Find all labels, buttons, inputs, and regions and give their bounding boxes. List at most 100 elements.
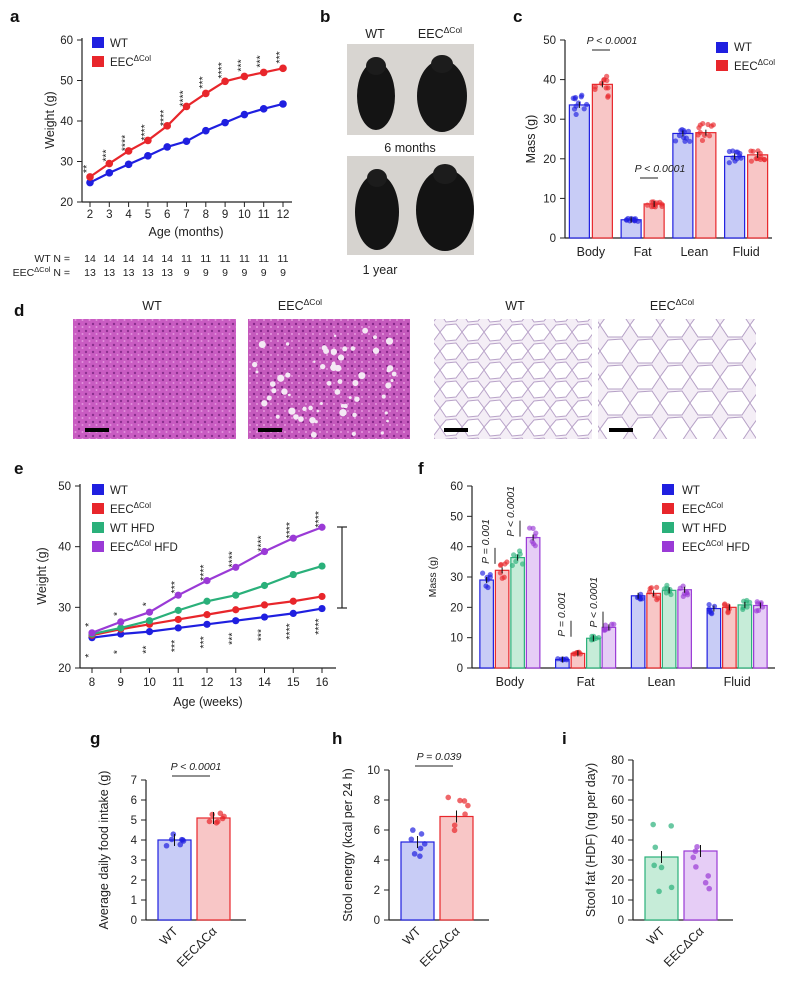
legend-wt-swatch — [92, 484, 104, 495]
n-wt-value: 14 — [123, 253, 135, 265]
panel-e-significance: ****************************************… — [83, 511, 325, 658]
data-dot — [668, 884, 675, 891]
y-tick-label: 10 — [367, 765, 380, 777]
data-dot — [555, 656, 561, 662]
category-label: Lean — [647, 675, 675, 689]
x-tick-label: 12 — [277, 209, 290, 221]
data-dot — [570, 95, 576, 101]
significance-bottom: *** — [169, 640, 181, 652]
data-dot — [214, 818, 221, 825]
data-point — [203, 597, 211, 605]
n-eec-value: 9 — [261, 267, 267, 279]
panel-a-ylabel: Weight (g) — [43, 91, 57, 148]
data-point — [232, 591, 240, 599]
n-wt-value: 11 — [239, 253, 250, 265]
y-tick-label: 60 — [450, 481, 463, 493]
significance-label: ** — [81, 165, 93, 173]
x-tick-label: 10 — [238, 209, 251, 221]
n-eec-value: 9 — [203, 267, 209, 279]
legend-eechfd-label: EECΔCol HFD — [682, 539, 750, 554]
legend-wthfd-swatch — [92, 522, 104, 533]
y-tick-label: 30 — [450, 572, 463, 584]
mouse-eec-6m-image — [417, 60, 467, 132]
data-point — [117, 624, 125, 632]
lipid-vacuole — [319, 401, 323, 405]
panel-c-bars — [568, 73, 769, 239]
y-tick-label: 20 — [450, 602, 463, 614]
n-eec-value: 13 — [84, 267, 96, 279]
data-dot — [654, 584, 660, 590]
data-dot — [744, 604, 750, 610]
panel-f-p-value: P < 0.0001 — [588, 577, 600, 628]
data-dot — [465, 802, 471, 809]
lipid-vacuole — [298, 416, 304, 422]
significance-top: * — [112, 612, 124, 616]
bar — [479, 579, 494, 669]
photo-label-6-months: 6 months — [384, 141, 435, 155]
n-wt-value: 11 — [258, 253, 269, 265]
y-tick-label: 0 — [457, 663, 463, 675]
lipid-vacuole — [331, 361, 336, 366]
data-dot — [702, 879, 709, 886]
bar — [568, 104, 590, 239]
data-dot — [530, 525, 536, 531]
y-tick-label: 6 — [374, 825, 380, 837]
data-dot — [632, 218, 638, 224]
data-dot — [701, 132, 708, 138]
legend-wthfd-label: WT HFD — [682, 523, 727, 535]
significance-top: * — [141, 602, 153, 606]
lipid-vacuole — [352, 412, 357, 418]
y-tick-label: 20 — [60, 197, 73, 209]
liver-histology-wt-image — [73, 319, 236, 439]
data-dot — [504, 559, 510, 565]
category-label: Fluid — [733, 245, 760, 259]
y-tick-label: 40 — [60, 116, 73, 128]
data-point — [203, 577, 211, 585]
data-point — [145, 628, 154, 636]
lipid-vacuole — [302, 406, 307, 412]
panel-c-y-ticks: 0 10 20 30 40 50 — [543, 35, 565, 245]
category-label: WT — [157, 924, 181, 948]
data-point — [174, 591, 182, 599]
data-dot — [648, 585, 655, 591]
data-dot — [725, 610, 731, 616]
x-tick-label: 16 — [316, 677, 329, 689]
data-dot — [499, 575, 505, 581]
lipid-vacuole — [334, 364, 342, 372]
data-point — [182, 102, 191, 111]
x-tick-label: 12 — [201, 677, 214, 689]
legend-eec-swatch — [716, 60, 728, 71]
panel-f-legend: WT EECΔCol WT HFD EECΔCol HFD — [662, 484, 750, 554]
data-point — [203, 620, 211, 628]
x-tick-label: 3 — [106, 209, 112, 221]
data-dot — [417, 853, 423, 859]
legend-eechfd-swatch — [92, 541, 104, 552]
lipid-vacuole — [362, 327, 369, 334]
n-eec-value: 9 — [184, 267, 190, 279]
y-tick-label: 30 — [58, 602, 71, 614]
y-tick-label: 4 — [374, 855, 381, 867]
data-dot — [652, 844, 659, 851]
significance-bottom: **** — [284, 623, 296, 639]
lipid-vacuole — [354, 396, 360, 402]
lipid-vacuole — [333, 334, 337, 338]
data-dot — [748, 148, 754, 154]
bar — [510, 556, 525, 669]
y-tick-label: 60 — [611, 795, 624, 807]
n-wt-value: 11 — [181, 253, 192, 265]
data-point — [259, 68, 268, 77]
data-point — [318, 604, 326, 613]
category-label: Body — [577, 245, 606, 259]
legend-eec-label: EECΔCol — [682, 501, 723, 516]
data-dot — [656, 888, 662, 895]
data-dot — [699, 137, 706, 144]
data-dot — [179, 837, 186, 843]
significance-top: **** — [284, 522, 296, 538]
y-tick-label: 70 — [611, 775, 624, 787]
data-point — [318, 562, 326, 570]
data-dot — [457, 797, 463, 804]
significance-bottom: *** — [198, 636, 210, 648]
